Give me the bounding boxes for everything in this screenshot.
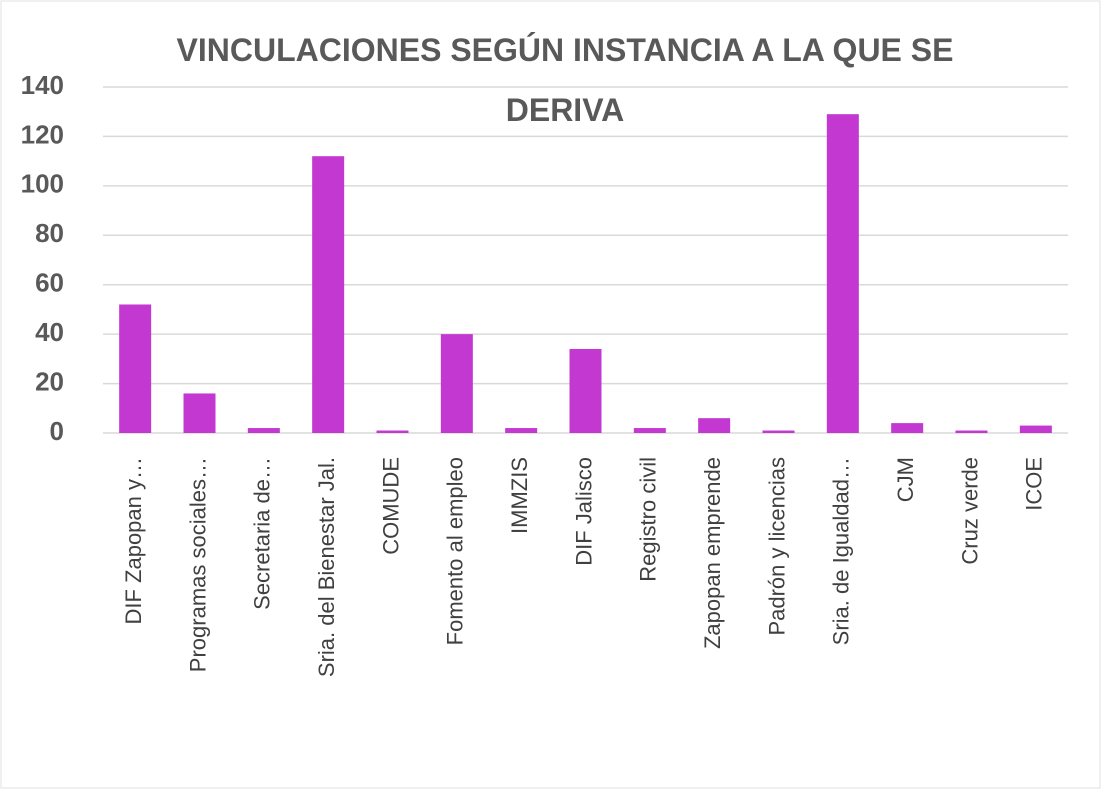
bar [569,348,602,433]
bar [376,430,409,433]
x-tick-label: ICOE [1022,457,1047,511]
bar [826,114,859,433]
y-tick-label: 120 [21,119,64,149]
x-tick-label: COMUDE [378,457,403,555]
y-tick-label: 140 [21,70,64,100]
y-tick-label: 20 [35,366,64,396]
x-tick-label: IMMZIS [507,457,532,534]
x-tick-label: CJM [893,457,918,502]
x-tick-label: DIF Jalisco [571,457,596,566]
bar [698,418,731,433]
x-tick-label: Registro civil [636,457,661,582]
x-tick-label: Fomento al empleo [443,457,468,645]
bar [762,430,795,433]
x-tick-label: Programas sociales… [185,457,210,672]
x-tick-label: Secretaria de… [250,457,275,610]
bar [505,428,538,433]
x-tick-label: Padrón y licencias [764,457,789,636]
y-tick-label: 0 [50,416,64,446]
bar [633,428,666,433]
x-tick-label: DIF Zapopan y… [121,457,146,625]
y-tick-label: 80 [35,218,64,248]
bar [1019,425,1052,433]
x-tick-label: Sria. de Igualdad… [829,457,854,645]
x-tick-label: Sria. del Bienestar Jal. [314,457,339,677]
y-tick-label: 40 [35,317,64,347]
x-tick-label: Zapopan emprende [700,457,725,649]
chart-title: VINCULACIONES SEGÚN INSTANCIA A LA QUE S… [176,32,954,128]
y-tick-label: 60 [35,268,64,298]
y-tick-label: 100 [21,169,64,199]
bar [955,430,988,433]
bar [119,304,152,433]
bar [312,156,345,433]
bar [247,428,280,433]
bar [440,334,473,433]
bar [183,393,216,433]
bar [891,423,924,433]
x-tick-label: Cruz verde [957,457,982,565]
